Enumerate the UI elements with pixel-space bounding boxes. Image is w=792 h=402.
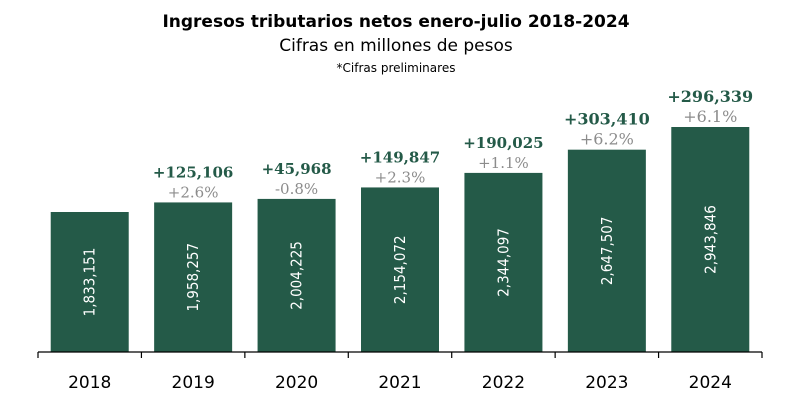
x-tick-label: 2024 bbox=[689, 373, 732, 393]
x-tick-label: 2022 bbox=[482, 373, 525, 393]
bar-value-label: 1,833,151 bbox=[81, 248, 99, 317]
x-axis-ticks bbox=[37, 352, 763, 358]
increase-label: +149,847 bbox=[360, 148, 440, 166]
bars-group: 1,833,151 2018 1,958,257 2019 +2.6% +125,106 2… bbox=[50, 87, 753, 393]
bar bbox=[50, 212, 129, 352]
x-tick-label: 2021 bbox=[378, 373, 421, 393]
bar-value-label: 2,154,072 bbox=[391, 235, 409, 304]
percent-change-label: +1.1% bbox=[478, 154, 529, 172]
chart-subtitle: Cifras en millones de pesos bbox=[279, 36, 513, 56]
bar bbox=[257, 198, 336, 352]
increase-label: +45,968 bbox=[262, 160, 332, 178]
bar bbox=[361, 187, 439, 352]
increase-label: +190,025 bbox=[463, 134, 543, 152]
bar-value-label: 2,004,225 bbox=[288, 241, 306, 310]
increase-label: +296,339 bbox=[667, 87, 753, 106]
x-tick-label: 2019 bbox=[172, 373, 215, 393]
percent-change-label: +2.6% bbox=[168, 183, 219, 201]
bar-value-label: 1,958,257 bbox=[184, 243, 202, 312]
bar-value-label: 2,647,507 bbox=[598, 217, 616, 286]
percent-change-label: +6.1% bbox=[683, 107, 737, 126]
x-tick-label: 2023 bbox=[585, 373, 628, 393]
x-tick-label: 2020 bbox=[275, 373, 318, 393]
bar bbox=[671, 127, 750, 352]
increase-label: +125,106 bbox=[153, 163, 233, 181]
bar bbox=[154, 202, 233, 352]
chart-title: Ingresos tributarios netos enero-julio 2… bbox=[162, 12, 629, 32]
percent-change-label: +6.2% bbox=[580, 130, 634, 149]
percent-change-label: +2.3% bbox=[375, 168, 426, 186]
bar bbox=[567, 149, 646, 352]
chart-note: *Cifras preliminares bbox=[337, 61, 456, 75]
increase-label: +303,410 bbox=[564, 110, 650, 129]
x-tick-label: 2018 bbox=[68, 373, 111, 393]
percent-change-label: -0.8% bbox=[275, 180, 318, 198]
bar-value-label: 2,943,846 bbox=[701, 205, 719, 274]
bar bbox=[464, 172, 543, 352]
bar-value-label: 2,344,097 bbox=[494, 228, 512, 297]
